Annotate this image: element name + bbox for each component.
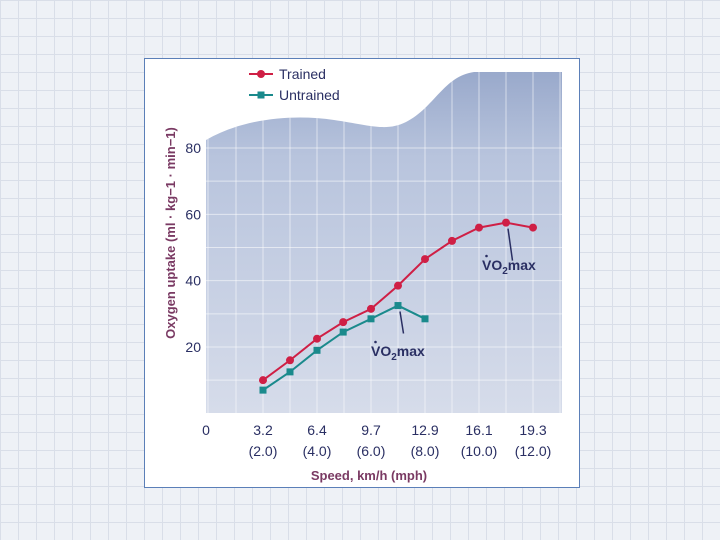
legend: Trained Untrained	[249, 66, 340, 103]
point-untrained-5	[394, 302, 402, 310]
point-trained-4	[367, 304, 375, 313]
y-tick-layer: 20 40 60 80	[185, 140, 201, 355]
x-tick-sub-1: (2.0)	[249, 443, 278, 459]
point-untrained-1	[286, 368, 294, 376]
x-tick-sub-4: (8.0)	[411, 443, 440, 459]
point-trained-8	[475, 223, 483, 232]
point-trained-2	[313, 334, 321, 343]
legend-marker-trained	[257, 70, 265, 78]
point-trained-6	[421, 255, 429, 264]
x-tick-3: 9.7	[361, 422, 381, 438]
point-untrained-6	[421, 315, 429, 323]
point-untrained-4	[367, 315, 375, 323]
point-untrained-3	[339, 328, 347, 336]
y-axis-title: Oxygen uptake (ml · kg−1 · min−1)	[163, 127, 178, 339]
annotation-label-1: VO2max	[371, 343, 425, 363]
x-tick-sub-2: (4.0)	[303, 443, 332, 459]
annotation-dot-1	[374, 340, 377, 344]
annotation-label-0: VO2max	[482, 257, 536, 277]
x-tick-layer: 0 3.2 (2.0) 6.4 (4.0) 9.7 (6.0) 12.9 (8.0) 16.1 (1…	[202, 422, 551, 459]
y-tick-60: 60	[185, 206, 201, 222]
legend-label-untrained: Untrained	[279, 87, 340, 103]
point-untrained-2	[313, 346, 321, 354]
annotation-layer: VO2max VO2max	[371, 228, 536, 363]
annotation-leader-1	[399, 311, 405, 334]
oxygen-uptake-chart: VO2max VO2max 20 40 60 80 0 3.2 (2.0) 6.4 (4.0) 9…	[144, 58, 580, 488]
x-tick-5: 16.1	[465, 422, 492, 438]
annotation-dot-0	[485, 254, 488, 258]
point-trained-1	[286, 356, 294, 365]
x-tick-4: 12.9	[411, 422, 438, 438]
point-trained-3	[339, 318, 348, 327]
legend-marker-untrained	[257, 91, 265, 99]
annotation-leader-0	[507, 228, 514, 261]
x-tick-1: 3.2	[253, 422, 273, 438]
y-tick-20: 20	[185, 339, 201, 355]
point-trained-0	[259, 376, 267, 385]
series-layer	[259, 218, 537, 394]
point-untrained-0	[259, 386, 267, 394]
point-trained-5	[394, 281, 402, 290]
x-tick-sub-3: (6.0)	[357, 443, 386, 459]
x-axis-title: Speed, km/h (mph)	[311, 468, 427, 483]
x-tick-sub-5: (10.0)	[461, 443, 498, 459]
x-tick-0: 0	[202, 422, 210, 438]
point-trained-9	[502, 218, 510, 227]
chart-svg: VO2max VO2max 20 40 60 80 0 3.2 (2.0) 6.4 (4.0) 9…	[144, 58, 580, 488]
point-trained-7	[448, 236, 456, 245]
x-tick-6: 19.3	[519, 422, 546, 438]
y-tick-40: 40	[185, 273, 201, 289]
x-tick-sub-6: (12.0)	[515, 443, 552, 459]
y-tick-80: 80	[185, 140, 201, 156]
plot-panel	[206, 72, 562, 413]
x-tick-2: 6.4	[307, 422, 327, 438]
legend-label-trained: Trained	[279, 66, 326, 82]
point-trained-10	[529, 223, 537, 232]
